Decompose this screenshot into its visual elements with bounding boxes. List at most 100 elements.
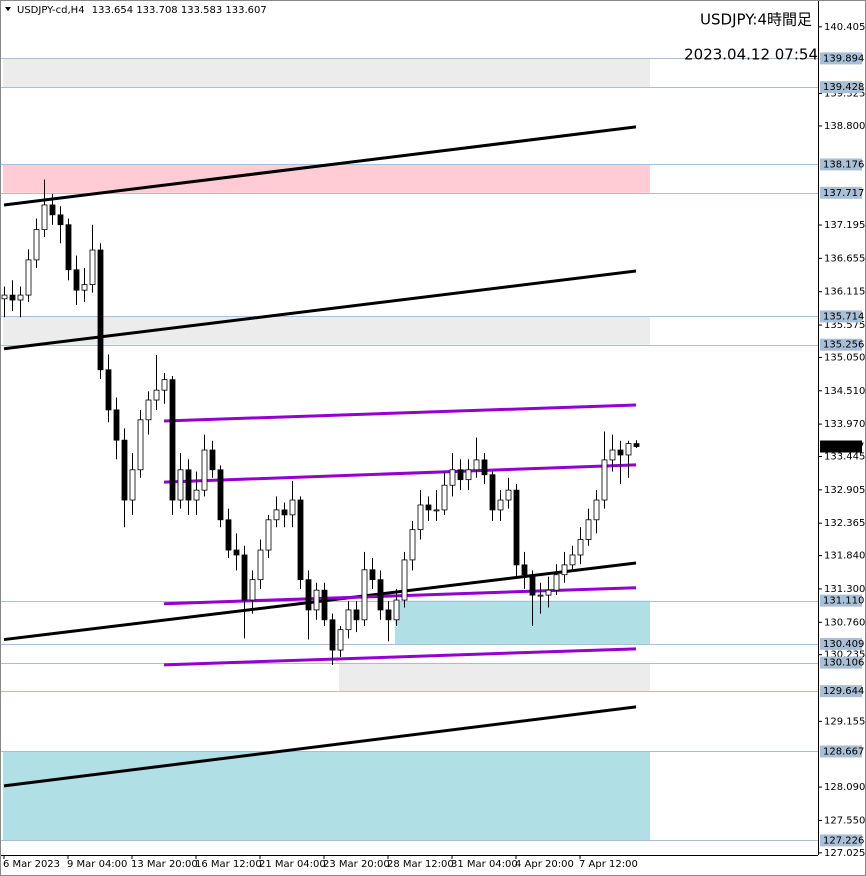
trendline [3, 705, 637, 788]
plot [0, 58, 818, 841]
y-tick-label: 131.840 [824, 551, 865, 562]
zone [339, 662, 650, 692]
trendline [163, 647, 637, 667]
candle-body [569, 554, 576, 566]
x-tick-label: 23 Mar 20:00 [323, 859, 390, 870]
header: USDJPY-cd,H4 133.654 133.708 133.583 133… [17, 5, 267, 16]
candle-body [345, 609, 352, 631]
header-close: 133.607 [225, 5, 266, 16]
trendline [3, 125, 637, 207]
candle-body [49, 204, 56, 216]
level-label: 139.428 [823, 82, 864, 93]
candle-body [193, 489, 200, 501]
y-tick-label: 139.325 [824, 89, 865, 100]
level-label-bg [820, 834, 862, 847]
level-label: 137.717 [823, 188, 864, 199]
header-arrow [5, 7, 11, 11]
candle-body [513, 489, 520, 566]
level-label-bg [820, 637, 862, 650]
candle-body [529, 574, 536, 596]
level-label: 135.714 [823, 311, 864, 322]
candle-body [393, 599, 400, 621]
candle-body [633, 443, 640, 447]
x-tick-label: 13 Mar 20:00 [131, 859, 198, 870]
candle-body [577, 539, 584, 556]
candle-body [33, 229, 40, 261]
candle-body [177, 469, 184, 501]
candle-body [441, 484, 448, 511]
level-label: 130.106 [823, 658, 864, 669]
candle-body [73, 269, 80, 291]
candle-body [329, 619, 336, 651]
y-tick-label: 132.905 [824, 485, 865, 496]
x-tick-label: 4 Apr 20:00 [515, 859, 574, 870]
candle-body [25, 259, 32, 296]
candle-body [289, 499, 296, 516]
candle-body [425, 504, 432, 511]
chart-subtitle: 2023.04.12 07:54 [684, 46, 818, 64]
y-tick-label: 138.800 [824, 121, 865, 132]
y-tick-label: 135.575 [824, 320, 865, 331]
zone [3, 316, 650, 345]
y-tick-label: 136.115 [824, 287, 865, 298]
y-tick-label: 132.365 [824, 518, 865, 529]
y-tick-label: 131.300 [824, 584, 865, 595]
candle-body [105, 369, 112, 411]
y-tick-label: 140.405 [824, 22, 865, 33]
x-tick-label: 21 Mar 04:00 [259, 859, 326, 870]
header-high: 133.708 [136, 5, 177, 16]
candle-body [377, 579, 384, 611]
zone [3, 751, 650, 841]
candle-body [137, 419, 144, 471]
candle-body [257, 549, 264, 581]
candle-body [617, 449, 624, 456]
level-label-bg [820, 745, 862, 758]
trendline [3, 269, 637, 351]
price-label-bg [820, 440, 862, 453]
zone [3, 58, 650, 88]
level-label: 130.409 [823, 639, 864, 650]
candle-body [497, 499, 504, 511]
candle-body [41, 204, 48, 231]
candle-body [17, 294, 24, 301]
header-low: 133.583 [181, 5, 222, 16]
candle-body [521, 564, 528, 576]
candle-body [417, 504, 424, 531]
candle-body [401, 559, 408, 601]
y-tick-label: 129.155 [824, 716, 865, 727]
x-tick-label: 28 Mar 12:00 [387, 859, 454, 870]
y-tick-label: 130.760 [824, 617, 865, 628]
candle-body [305, 579, 312, 611]
level-label-bg [820, 52, 862, 65]
y-tick-label: 128.090 [824, 782, 865, 793]
candle-body [449, 469, 456, 486]
candle-body [473, 459, 480, 471]
level-label-bg [820, 656, 862, 669]
x-tick-label: 6 Mar 2023 [3, 859, 60, 870]
candle-body [249, 579, 256, 601]
candle-body [97, 249, 104, 371]
candle-body [489, 474, 496, 511]
level-label-bg [820, 310, 862, 323]
trendline [163, 463, 637, 484]
chart-title: USDJPY:4時間足 [700, 11, 812, 29]
candle-body [113, 409, 120, 441]
candle-body [313, 589, 320, 611]
candle-body [625, 443, 632, 456]
level-label: 131.110 [823, 596, 864, 607]
candle-body [233, 549, 240, 556]
y-tick-label: 135.050 [824, 352, 865, 363]
candle-body [153, 389, 160, 401]
level-label-bg [820, 338, 862, 351]
level-label-bg [820, 594, 862, 607]
candle-body [161, 379, 168, 391]
trendline [163, 403, 637, 423]
price-label: 133.607 [823, 442, 864, 453]
candle-body [201, 449, 208, 491]
candle-body [457, 469, 464, 481]
candle-body [433, 509, 440, 512]
level-label: 129.644 [823, 686, 864, 697]
zone [3, 164, 650, 193]
level-label: 139.894 [823, 53, 864, 64]
level-label: 128.667 [823, 746, 864, 757]
